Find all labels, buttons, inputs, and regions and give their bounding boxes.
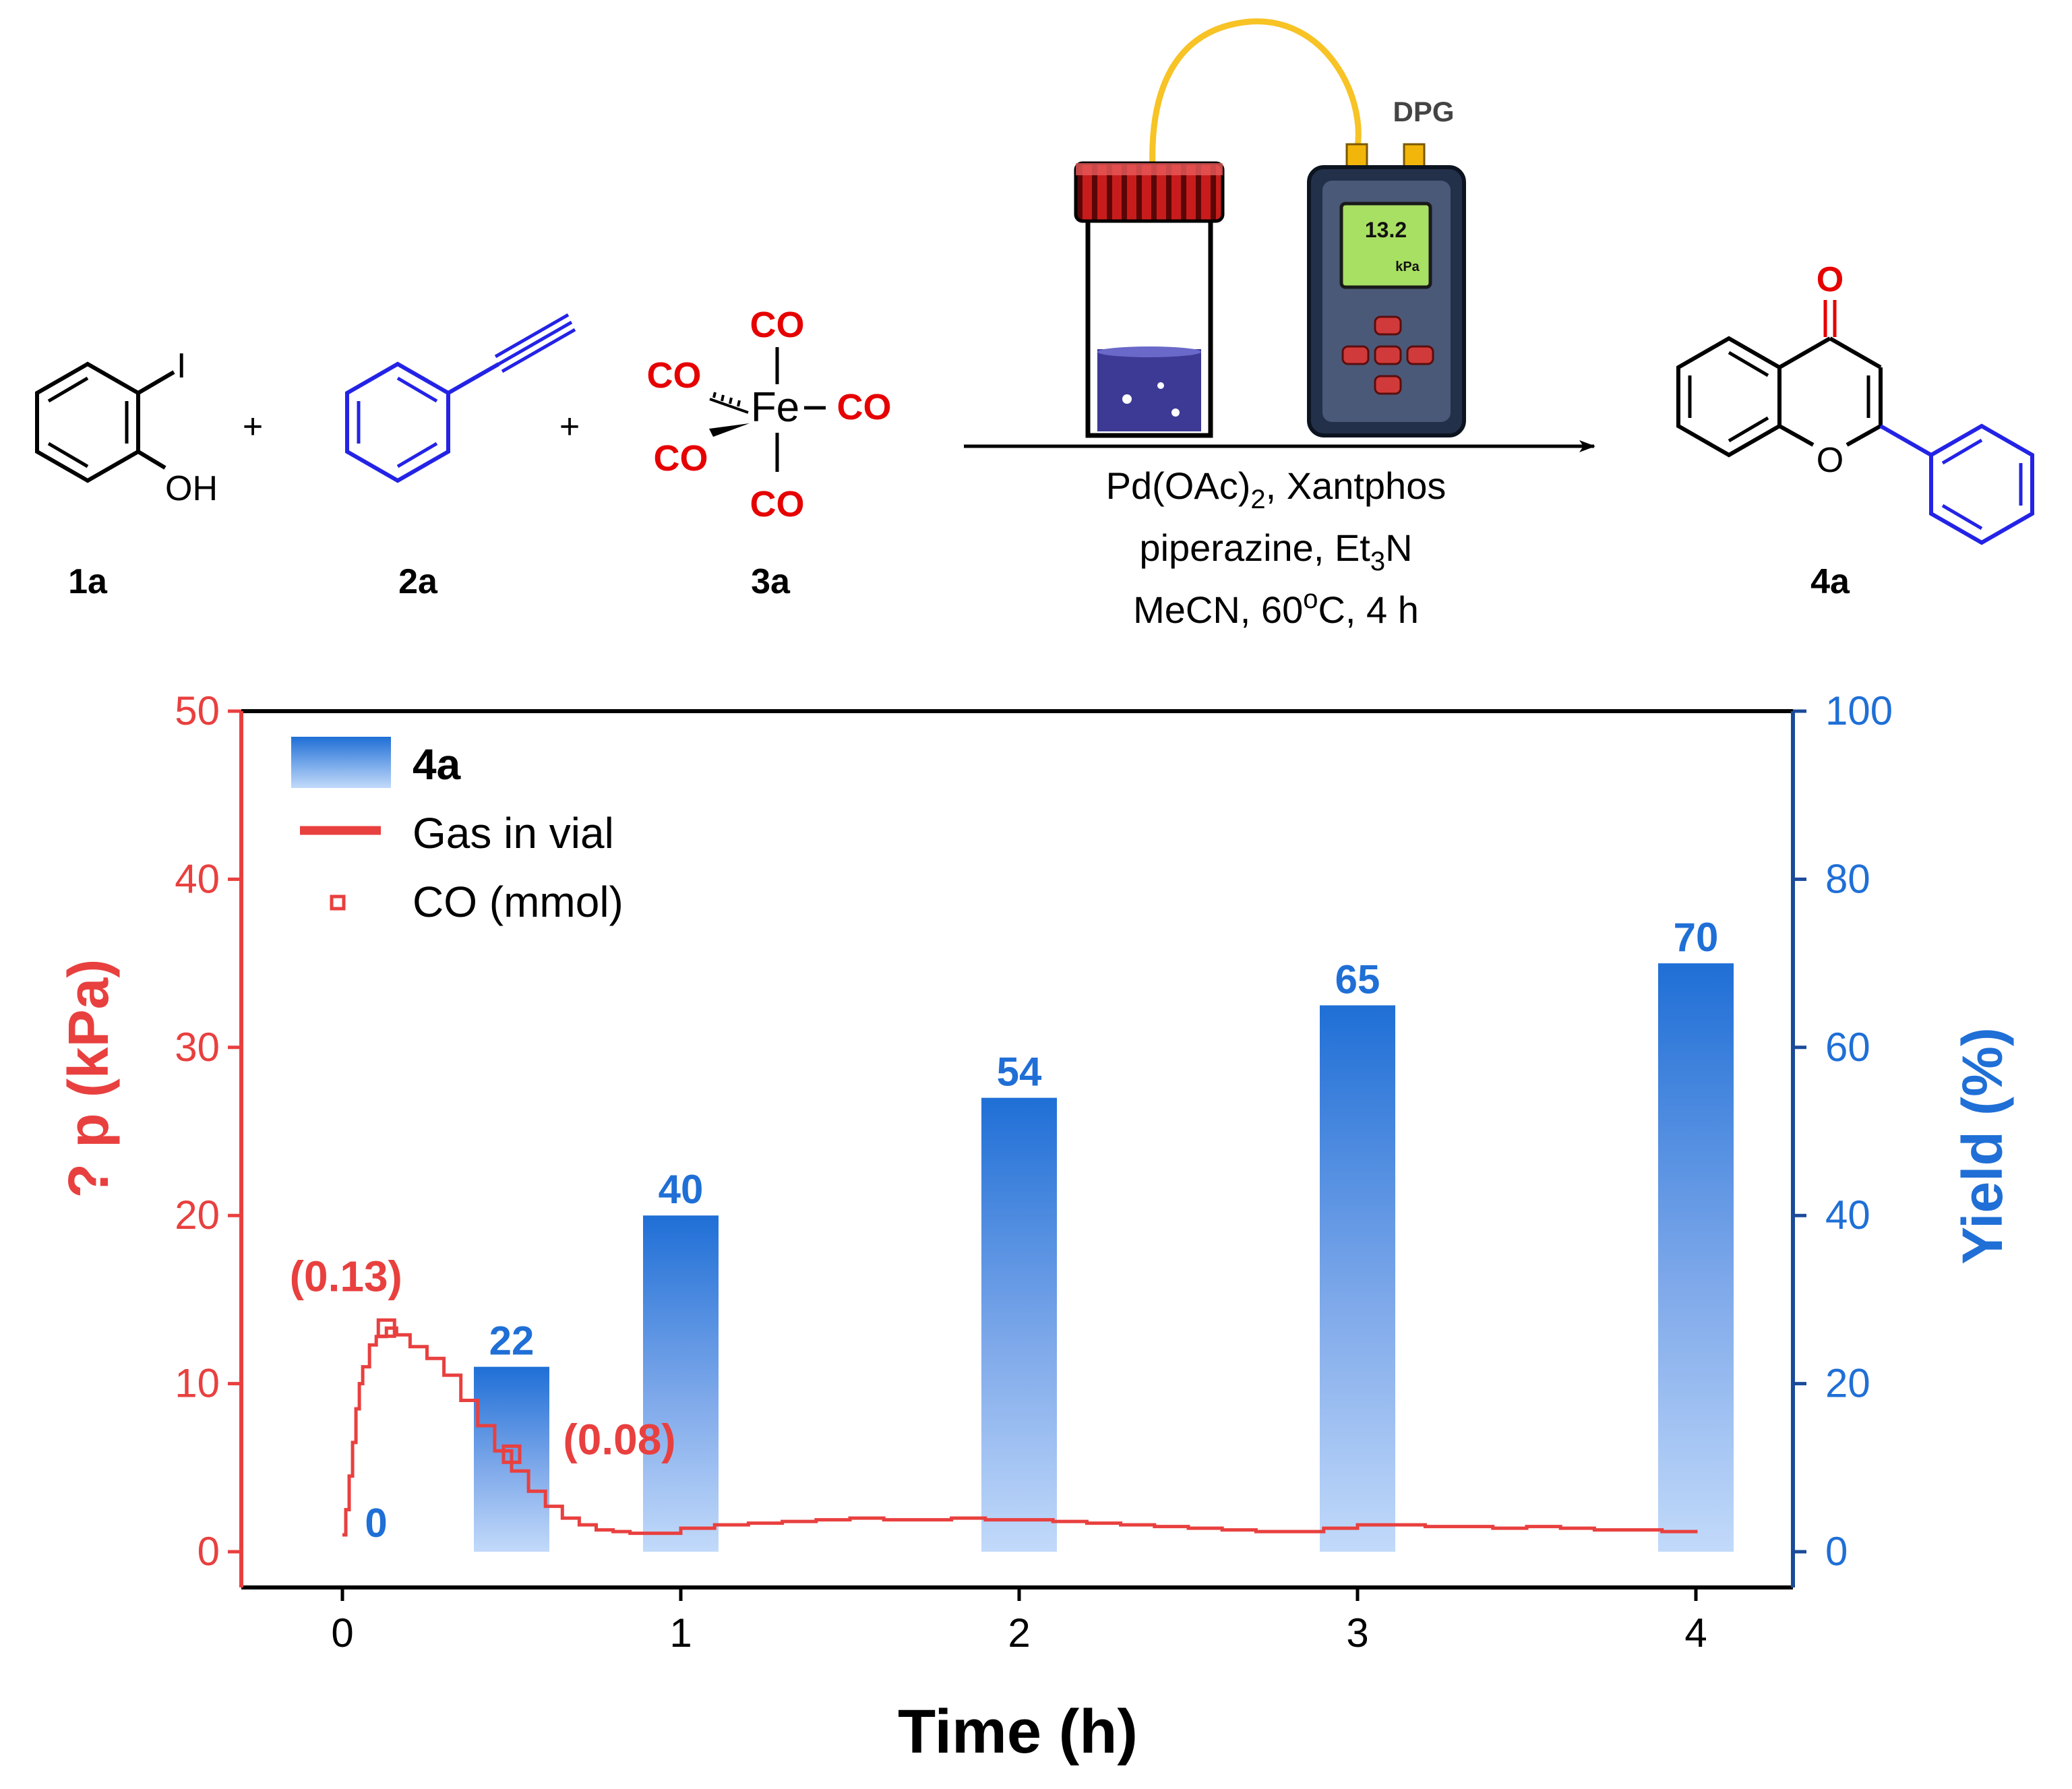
legend: 4a Gas in vial CO (mmol) [291, 737, 623, 926]
co-value-label: (0.08) [563, 1415, 675, 1463]
gauge-reading: 13.2 [1365, 218, 1407, 242]
bar-value-label: 54 [997, 1050, 1042, 1095]
bar-series-4a [474, 963, 1734, 1552]
co-ligand-right: CO [837, 387, 892, 427]
legend-label-co: CO (mmol) [413, 878, 623, 926]
bar-value-label: 22 [489, 1318, 535, 1364]
plus-sign-1: + [243, 407, 263, 446]
bar-4a [643, 1215, 719, 1552]
left-tick-label: 50 [175, 688, 220, 733]
co-ligand-top: CO [750, 305, 805, 345]
left-tick-label: 20 [175, 1192, 220, 1238]
gas-in-vial-line [342, 1326, 1698, 1537]
right-tick-label: 40 [1825, 1192, 1870, 1238]
compound-label-2a: 2a [398, 562, 438, 601]
right-axis-title: Yield (%) [1951, 1027, 2014, 1265]
gauge-unit: kPa [1395, 260, 1420, 274]
left-tick-label: 0 [197, 1529, 220, 1574]
x-tick-label: 3 [1346, 1610, 1368, 1656]
structure-1a: I OH 1a [35, 346, 218, 601]
plus-sign-2: + [559, 407, 580, 446]
bar-4a [1320, 1005, 1395, 1552]
legend-swatch-4a [291, 737, 391, 788]
co-ligand-bottom: CO [750, 484, 805, 524]
bar-value-label: 70 [1674, 915, 1719, 960]
apparatus: DPG 13.2 kPa [1074, 18, 1466, 438]
co-marker [501, 1444, 522, 1464]
bar-value-labels: 0 22 40 54 65 70 [365, 915, 1718, 1546]
compound-label-4a: 4a [1810, 562, 1850, 601]
co-markers: (0.13) (0.08) [290, 1252, 676, 1464]
carbonyl-oxygen: O [1817, 260, 1844, 299]
conditions-line-1: Pd(OAc)2, Xantphos [1106, 464, 1446, 514]
iodine-label: I [177, 346, 186, 386]
co-ligand-lower-left: CO [654, 438, 708, 479]
left-axis-ticks: 0 10 20 30 40 50 [175, 688, 241, 1574]
right-tick-label: 60 [1825, 1025, 1870, 1070]
bar-value-label: 65 [1335, 957, 1380, 1002]
reaction-scheme: I OH 1a + 2a + Fe CO CO C [35, 18, 2034, 631]
x-axis-ticks: 0 1 2 3 4 [331, 1587, 1707, 1656]
left-tick-label: 30 [175, 1025, 220, 1070]
conditions-line-2: piperazine, Et3N [1139, 526, 1412, 576]
hydroxyl-label: OH [165, 469, 218, 508]
co-value-label: (0.13) [290, 1252, 402, 1300]
compound-label-1a: 1a [68, 562, 108, 601]
legend-swatch-co [330, 894, 346, 911]
structure-4a: O O 4a [1676, 260, 2034, 601]
bar-4a [1658, 963, 1734, 1552]
ring-oxygen: O [1817, 441, 1844, 480]
co-ligand-upper-left: CO [647, 355, 702, 396]
pressure-gauge: DPG 13.2 kPa [1307, 96, 1466, 437]
left-tick-label: 10 [175, 1361, 220, 1406]
legend-label-gas: Gas in vial [413, 809, 614, 857]
co-marker [376, 1318, 396, 1338]
right-tick-label: 80 [1825, 856, 1870, 901]
structure-2a: 2a [345, 313, 576, 601]
gauge-screen [1339, 202, 1432, 289]
x-axis-title: Time (h) [898, 1697, 1138, 1766]
x-tick-label: 4 [1684, 1610, 1707, 1656]
right-tick-label: 20 [1825, 1361, 1870, 1406]
legend-label-4a: 4a [413, 740, 461, 789]
reaction-vial [1074, 161, 1225, 438]
bar-4a [981, 1097, 1057, 1552]
bar-value-label: 0 [365, 1500, 387, 1546]
device-label: DPG [1393, 96, 1454, 127]
structure-3a: Fe CO CO CO CO CO 3a [647, 305, 892, 601]
x-tick-label: 1 [669, 1610, 692, 1656]
bar-value-label: 40 [659, 1167, 704, 1212]
gauge-cable [1149, 18, 1362, 169]
right-tick-label: 0 [1825, 1529, 1848, 1574]
compound-label-3a: 3a [751, 562, 791, 601]
left-tick-label: 40 [175, 856, 220, 901]
iron-label: Fe [751, 384, 799, 431]
right-tick-label: 100 [1825, 688, 1893, 733]
x-tick-label: 2 [1008, 1610, 1030, 1656]
conditions-line-3: MeCN, 60oC, 4 h [1133, 584, 1419, 631]
x-tick-label: 0 [331, 1610, 353, 1656]
right-axis-ticks: 0 20 40 60 80 100 [1793, 688, 1893, 1574]
left-axis-title: ? p (kPa) [57, 959, 120, 1199]
